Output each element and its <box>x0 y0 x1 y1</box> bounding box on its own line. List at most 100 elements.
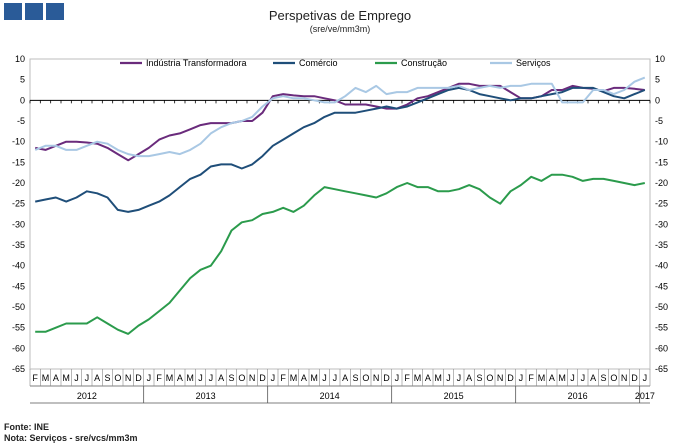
y-tick-label-left: 10 <box>15 54 25 64</box>
x-tick-label: D <box>259 373 266 383</box>
x-tick-label: D <box>507 373 514 383</box>
series-line <box>35 86 646 213</box>
x-tick-label: M <box>186 373 194 383</box>
x-tick-label: M <box>434 373 442 383</box>
y-tick-label-left: -10 <box>12 137 25 147</box>
year-label: 2017 <box>635 391 655 401</box>
y-tick-label-right: -45 <box>655 281 668 291</box>
series-line <box>34 76 646 158</box>
ine-logo <box>4 3 64 20</box>
x-tick-label: F <box>32 373 38 383</box>
x-tick-label: D <box>383 373 390 383</box>
x-tick-label: A <box>342 373 348 383</box>
y-tick-label-left: -40 <box>12 261 25 271</box>
logo-block <box>46 3 64 20</box>
x-tick-label: A <box>301 373 307 383</box>
y-tick-label-right: -25 <box>655 199 668 209</box>
x-tick-label: F <box>156 373 162 383</box>
y-tick-label-right: -65 <box>655 364 668 374</box>
y-tick-label-left: -35 <box>12 240 25 250</box>
logo-block <box>25 3 43 20</box>
x-tick-label: N <box>373 373 380 383</box>
x-tick-label: J <box>519 373 524 383</box>
x-tick-label: D <box>135 373 142 383</box>
x-tick-label: M <box>558 373 566 383</box>
x-tick-label: A <box>177 373 183 383</box>
x-tick-label: O <box>114 373 121 383</box>
y-tick-label-left: -60 <box>12 343 25 353</box>
y-tick-label-left: -30 <box>12 219 25 229</box>
x-tick-label: J <box>322 373 327 383</box>
x-tick-label: M <box>62 373 70 383</box>
x-tick-label: J <box>85 373 90 383</box>
source-note: Fonte: INE <box>4 422 49 432</box>
chart-subtitle: (sre/ve/mm3m) <box>309 24 371 34</box>
y-tick-label-right: -55 <box>655 323 668 333</box>
logo-block <box>4 3 22 20</box>
y-tick-label-right: 10 <box>655 54 665 64</box>
x-tick-label: F <box>404 373 410 383</box>
series-note: Nota: Serviços - sre/vcs/mm3m <box>4 433 138 443</box>
y-tick-label-right: -10 <box>655 137 668 147</box>
x-tick-label: O <box>238 373 245 383</box>
year-label: 2012 <box>77 391 97 401</box>
y-tick-label-right: -60 <box>655 343 668 353</box>
x-tick-label: J <box>271 373 276 383</box>
x-tick-label: J <box>147 373 152 383</box>
y-tick-label-right: -50 <box>655 302 668 312</box>
x-tick-label: N <box>249 373 256 383</box>
y-tick-label-right: -15 <box>655 157 668 167</box>
x-tick-label: A <box>466 373 472 383</box>
legend-label: Comércio <box>299 58 338 68</box>
x-tick-label: M <box>414 373 422 383</box>
x-tick-label: N <box>125 373 132 383</box>
x-tick-label: M <box>42 373 50 383</box>
x-tick-label: J <box>570 373 575 383</box>
y-tick-label-left: 5 <box>20 75 25 85</box>
y-tick-label-right: 5 <box>655 75 660 85</box>
x-tick-label: J <box>446 373 451 383</box>
x-tick-label: N <box>621 373 628 383</box>
legend-label: Serviços <box>516 58 551 68</box>
x-tick-label: A <box>549 373 555 383</box>
year-label: 2015 <box>444 391 464 401</box>
y-tick-label-left: -55 <box>12 323 25 333</box>
x-tick-label: O <box>610 373 617 383</box>
y-tick-label-right: -40 <box>655 261 668 271</box>
y-tick-label-right: -35 <box>655 240 668 250</box>
y-tick-label-right: 0 <box>655 95 660 105</box>
y-tick-label-left: -15 <box>12 157 25 167</box>
legend-label: Indústria Transformadora <box>146 58 247 68</box>
x-tick-label: M <box>166 373 174 383</box>
x-tick-label: M <box>310 373 318 383</box>
y-tick-label-left: -65 <box>12 364 25 374</box>
x-tick-label: A <box>425 373 431 383</box>
series-line <box>35 82 645 162</box>
x-tick-label: J <box>74 373 79 383</box>
plot-area <box>29 58 651 370</box>
x-tick-label: J <box>395 373 400 383</box>
series-line <box>35 173 645 335</box>
y-tick-label-left: -45 <box>12 281 25 291</box>
x-tick-label: J <box>333 373 338 383</box>
x-tick-label: J <box>198 373 203 383</box>
x-tick-label: A <box>53 373 59 383</box>
x-tick-label: N <box>497 373 504 383</box>
x-tick-label: J <box>581 373 586 383</box>
x-tick-label: A <box>94 373 100 383</box>
y-tick-label-right: -30 <box>655 219 668 229</box>
year-label: 2016 <box>568 391 588 401</box>
legend-label: Construção <box>401 58 447 68</box>
x-tick-label: O <box>362 373 369 383</box>
x-tick-label: S <box>476 373 482 383</box>
x-tick-label: J <box>643 373 648 383</box>
y-tick-label-right: -20 <box>655 178 668 188</box>
x-tick-label: S <box>228 373 234 383</box>
y-tick-label-left: -25 <box>12 199 25 209</box>
x-tick-label: F <box>280 373 286 383</box>
x-tick-label: S <box>600 373 606 383</box>
year-label: 2013 <box>196 391 216 401</box>
x-tick-label: S <box>352 373 358 383</box>
x-tick-label: A <box>590 373 596 383</box>
